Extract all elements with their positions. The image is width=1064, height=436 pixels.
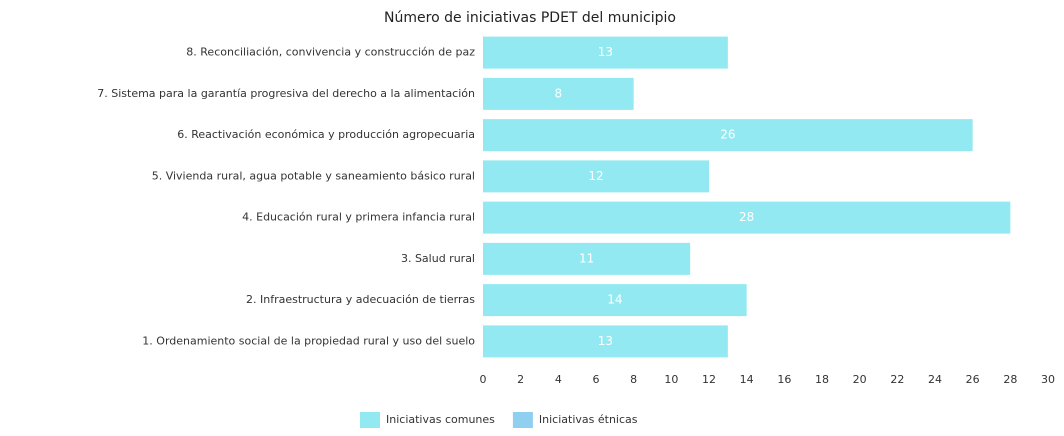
legend-swatch <box>360 412 380 428</box>
bar <box>483 242 691 275</box>
data-label: 12 <box>588 169 603 183</box>
y-tick-label: 1. Ordenamiento social de la propiedad r… <box>142 334 475 347</box>
x-tick-label: 14 <box>740 373 754 386</box>
data-label: 26 <box>720 128 735 142</box>
legend-label: Iniciativas étnicas <box>539 413 638 426</box>
x-tick-label: 26 <box>966 373 980 386</box>
x-tick-label: 6 <box>593 373 600 386</box>
x-tick-label: 10 <box>664 373 678 386</box>
chart-title: Número de iniciativas PDET del municipio <box>384 10 676 26</box>
x-tick-label: 2 <box>517 373 524 386</box>
x-tick-label: 12 <box>702 373 716 386</box>
bar <box>483 325 728 358</box>
bar <box>483 201 1011 234</box>
y-tick-label: 8. Reconciliación, convivencia y constru… <box>186 46 475 59</box>
data-label: 14 <box>607 293 622 307</box>
x-tick-label: 4 <box>555 373 562 386</box>
data-label: 13 <box>598 334 613 348</box>
x-tick-label: 16 <box>777 373 791 386</box>
y-tick-label: 2. Infraestructura y adecuación de tierr… <box>246 293 475 306</box>
data-label: 13 <box>598 45 613 59</box>
x-tick-label: 28 <box>1003 373 1017 386</box>
x-tick-label: 18 <box>815 373 829 386</box>
y-tick-label: 3. Salud rural <box>401 252 475 265</box>
bar <box>483 119 973 152</box>
bar <box>483 284 747 317</box>
y-tick-label: 7. Sistema para la garantía progresiva d… <box>97 87 475 100</box>
data-label: 11 <box>579 251 594 265</box>
legend-label: Iniciativas comunes <box>386 413 495 426</box>
bar <box>483 77 634 110</box>
y-tick-label: 4. Educación rural y primera infancia ru… <box>242 211 475 224</box>
legend-swatch <box>512 412 533 428</box>
data-label: 28 <box>739 210 754 224</box>
x-tick-label: 8 <box>630 373 637 386</box>
y-tick-label: 5. Vivienda rural, agua potable y saneam… <box>152 169 475 182</box>
y-tick-label: 6. Reactivación económica y producción a… <box>177 128 475 141</box>
bar <box>483 36 728 69</box>
x-tick-label: 0 <box>480 373 487 386</box>
x-tick-label: 20 <box>853 373 867 386</box>
x-tick-label: 22 <box>890 373 904 386</box>
x-tick-label: 30 <box>1041 373 1055 386</box>
x-tick-label: 24 <box>928 373 942 386</box>
data-label: 8 <box>555 86 563 100</box>
bar <box>483 160 709 193</box>
